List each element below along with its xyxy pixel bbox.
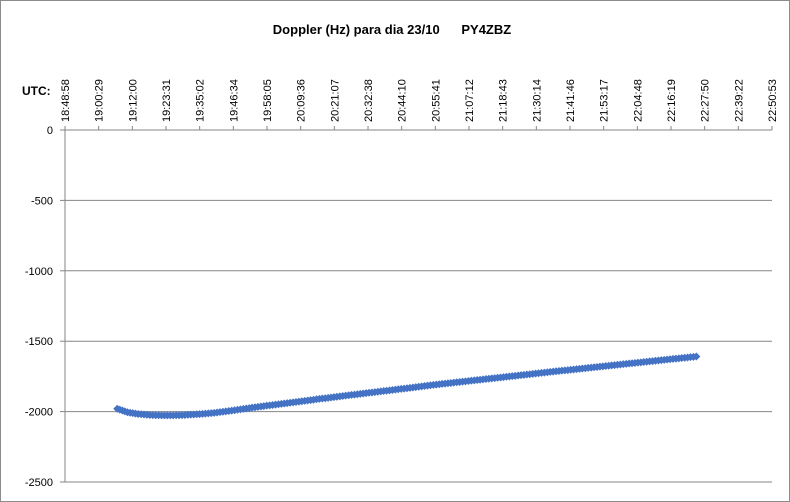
axes	[60, 126, 773, 483]
x-tick-label: 22:27:50	[700, 79, 712, 122]
y-tick-label: 0	[47, 125, 53, 137]
x-tick-label: 19:35:02	[195, 79, 207, 122]
y-tick-label: -2500	[25, 477, 53, 489]
y-tick-label: -2000	[25, 407, 53, 419]
y-tick-label: -500	[31, 195, 53, 207]
x-tick-label: 19:58:05	[262, 79, 274, 122]
x-tick-label: 20:21:07	[329, 79, 341, 122]
x-tick-label: 21:41:46	[565, 79, 577, 122]
x-tick-label: 18:48:58	[60, 79, 72, 122]
x-tick-label: 21:18:43	[498, 79, 510, 122]
x-tick-label: 21:07:12	[464, 79, 476, 122]
x-tick-labels: 18:48:58 19:00:29 19:12:00 19:23:31 19:35:02…	[60, 79, 779, 122]
x-tick-label: 21:30:14	[531, 79, 543, 122]
x-tick-label: 20:32:38	[363, 79, 375, 122]
x-tick-label: 20:09:36	[296, 79, 308, 122]
chart-title: Doppler (Hz) para dia 23/10 PY4ZBZ	[272, 22, 512, 37]
gridlines	[65, 129, 772, 483]
y-tick-label: -1500	[25, 336, 53, 348]
x-tick-label: 20:44:10	[397, 79, 409, 122]
x-tick-label: 20:55:41	[430, 79, 442, 122]
x-tick-label: 19:00:29	[94, 79, 106, 122]
y-tick-labels: 0 -500 -1000 -1500 -2000 -2500	[25, 125, 53, 489]
y-tick-label: -1000	[25, 266, 53, 278]
x-tick-label: 19:23:31	[161, 79, 173, 122]
x-axis-label: UTC:	[22, 84, 51, 98]
x-tick-label: 22:39:22	[733, 79, 745, 122]
x-tick-label: 22:04:48	[632, 79, 644, 122]
x-tick-label: 22:16:19	[666, 79, 678, 122]
x-tick-label: 21:53:17	[599, 79, 611, 122]
series-doppler	[113, 352, 701, 420]
x-tick-label: 19:46:34	[228, 79, 240, 122]
x-tick-label: 19:12:00	[127, 79, 139, 122]
x-tick-label: 22:50:53	[767, 79, 779, 122]
data-point	[692, 352, 701, 361]
